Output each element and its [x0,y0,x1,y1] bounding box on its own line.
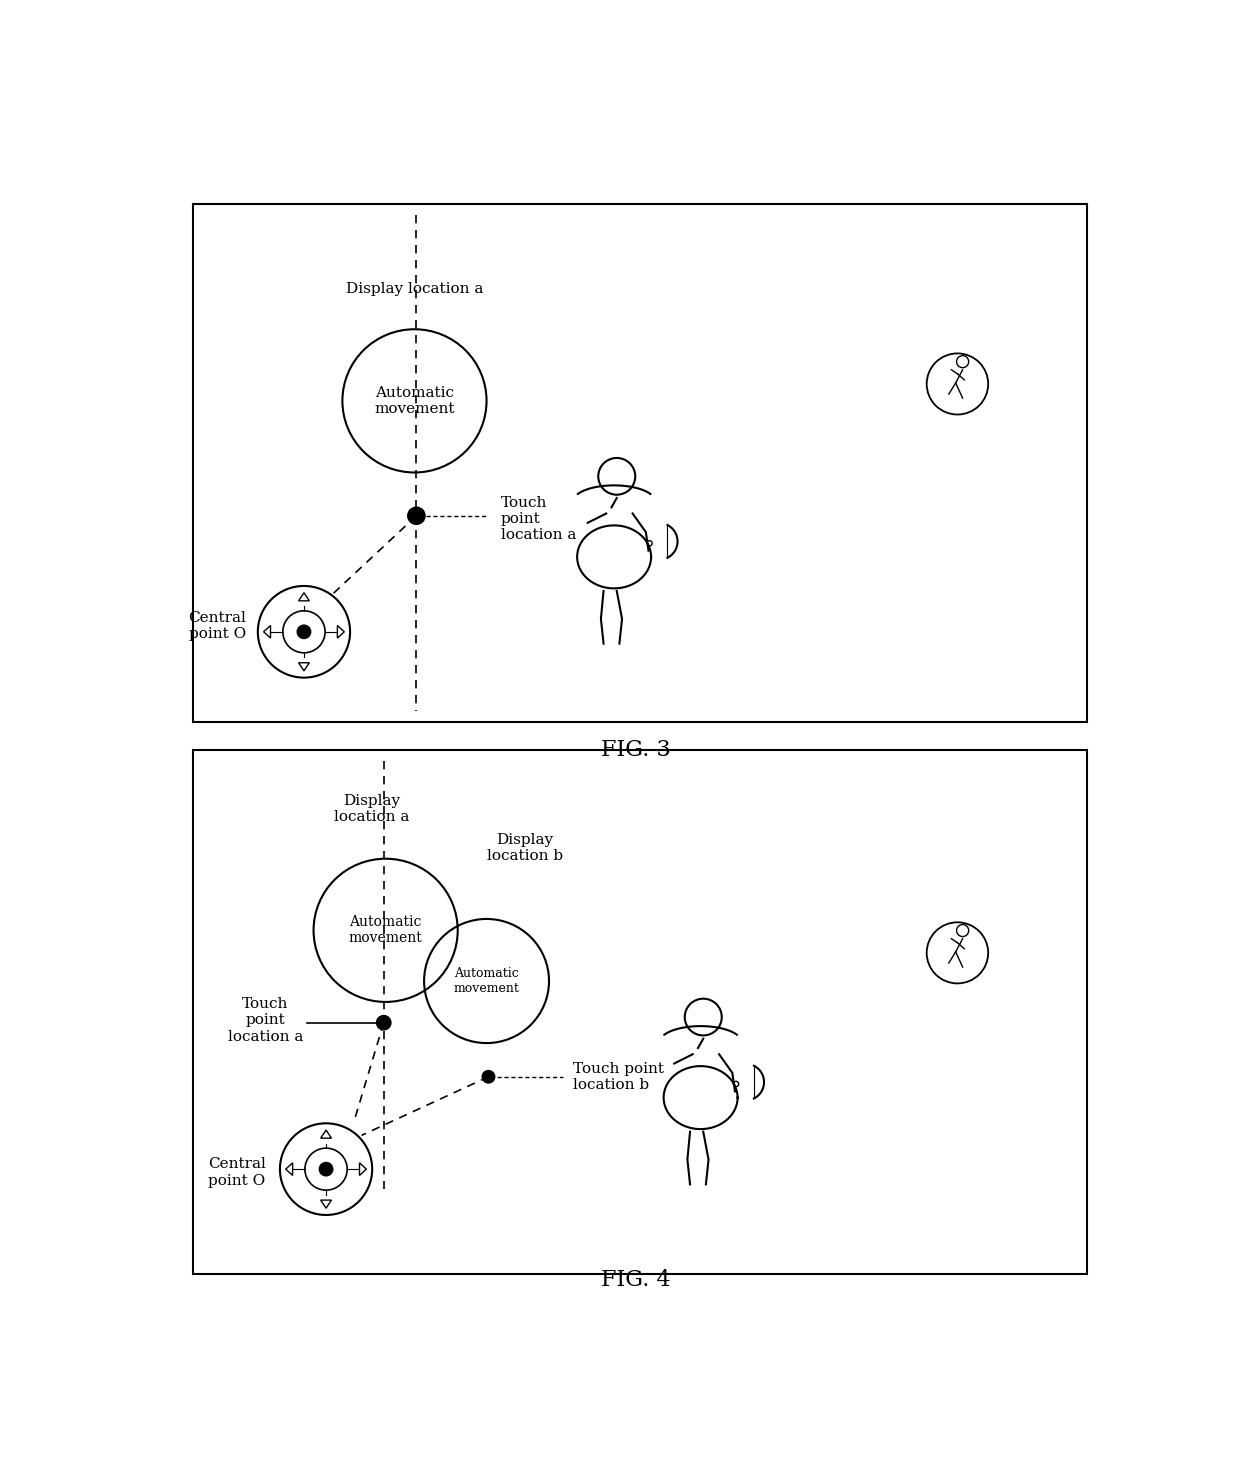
Text: Automatic
movement: Automatic movement [374,386,455,415]
Text: Touch
point
location a: Touch point location a [228,998,304,1043]
Text: FIG. 3: FIG. 3 [600,739,671,761]
Text: Central
point O: Central point O [208,1157,265,1188]
Text: Touch
point
location a: Touch point location a [501,496,577,543]
Bar [193,203,1087,721]
Text: FIG. 4: FIG. 4 [600,1268,671,1290]
Text: Display
location a: Display location a [334,794,409,825]
Text: Display location a: Display location a [346,282,484,296]
Text: Central
point O: Central point O [188,612,247,641]
Ellipse shape [377,1015,391,1030]
Text: Display
location b: Display location b [487,832,563,863]
Ellipse shape [408,508,425,524]
Text: Touch point
location b: Touch point location b [573,1062,665,1091]
Ellipse shape [482,1071,495,1083]
Text: Automatic
movement: Automatic movement [454,967,520,995]
Ellipse shape [298,625,311,638]
Text: Automatic
movement: Automatic movement [348,916,423,945]
Bar [193,751,1087,1274]
Ellipse shape [320,1163,332,1176]
